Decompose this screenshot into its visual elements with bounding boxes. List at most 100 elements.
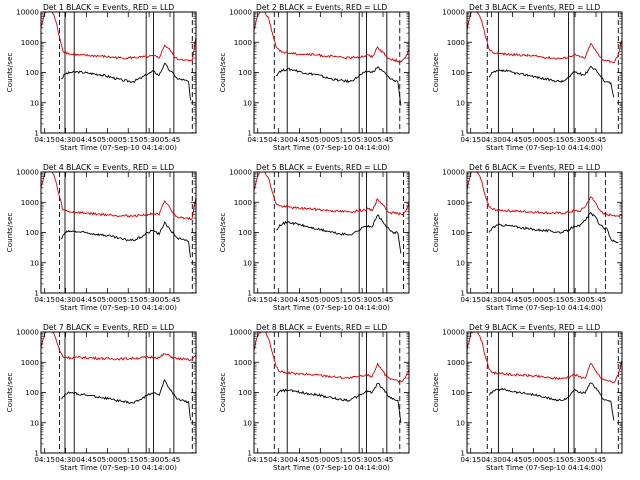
y-tick-label: 10 bbox=[456, 258, 466, 267]
y-tick-label: 100 bbox=[25, 388, 39, 397]
plot-area bbox=[254, 12, 409, 133]
y-tick-label: 10000 bbox=[442, 168, 465, 177]
panel-title: Det 9 BLACK = Events, RED = LLD bbox=[469, 323, 600, 332]
x-tick-label: 05:45 bbox=[160, 135, 181, 144]
panel-title: Det 8 BLACK = Events, RED = LLD bbox=[256, 323, 387, 332]
x-tick-label: 04:30 bbox=[268, 295, 289, 304]
plot-area bbox=[467, 12, 622, 133]
axes-frame bbox=[466, 171, 623, 294]
y-tick-label: 100 bbox=[25, 68, 39, 77]
series-events bbox=[60, 379, 191, 421]
x-tick-label: 04:15 bbox=[247, 455, 268, 464]
axes-frame bbox=[253, 11, 410, 134]
y-tick-label: 1 bbox=[460, 129, 465, 138]
x-tick-label: 04:30 bbox=[268, 135, 289, 144]
y-tick-label: 10 bbox=[30, 98, 40, 107]
y-axis-label: Counts/sec bbox=[218, 213, 227, 253]
x-tick-label: 04:15 bbox=[247, 135, 268, 144]
panel-title: Det 2 BLACK = Events, RED = LLD bbox=[256, 3, 387, 12]
y-tick-label: 1000 bbox=[21, 358, 40, 367]
y-tick-label: 10000 bbox=[16, 168, 39, 177]
x-tick-label: 05:00 bbox=[523, 135, 544, 144]
plot-area bbox=[41, 332, 196, 453]
x-tick-label: 05:00 bbox=[97, 295, 118, 304]
x-tick-label: 05:15 bbox=[118, 455, 139, 464]
y-tick-label: 100 bbox=[451, 68, 465, 77]
y-tick-label: 10000 bbox=[229, 168, 252, 177]
panel-title: Det 3 BLACK = Events, RED = LLD bbox=[469, 3, 600, 12]
y-tick-label: 10000 bbox=[442, 328, 465, 337]
axes-frame bbox=[253, 171, 410, 294]
panel-title: Det 5 BLACK = Events, RED = LLD bbox=[256, 163, 387, 172]
panel-det-5: Det 5 BLACK = Events, RED = LLD 1 10 100 100… bbox=[218, 163, 410, 312]
x-tick-label: 04:15 bbox=[247, 295, 268, 304]
y-tick-label: 1 bbox=[34, 289, 39, 298]
x-tick-label: 05:15 bbox=[331, 135, 352, 144]
y-tick-label: 1000 bbox=[21, 198, 40, 207]
y-tick-label: 1 bbox=[247, 449, 252, 458]
y-tick-label: 1000 bbox=[234, 358, 253, 367]
y-tick-label: 1000 bbox=[447, 38, 466, 47]
plot-area bbox=[41, 12, 196, 133]
x-tick-label: 04:45 bbox=[502, 135, 523, 144]
y-tick-label: 100 bbox=[451, 388, 465, 397]
panel-det-7: Det 7 BLACK = Events, RED = LLD 1 10 100 100… bbox=[5, 323, 197, 472]
x-tick-label: 05:00 bbox=[97, 455, 118, 464]
y-axis-label: Counts/sec bbox=[218, 53, 227, 93]
x-axis-label: Start Time (07-Sep-10 04:14:00) bbox=[486, 463, 603, 472]
x-axis-label: Start Time (07-Sep-10 04:14:00) bbox=[60, 463, 177, 472]
x-axis-label: Start Time (07-Sep-10 04:14:00) bbox=[60, 143, 177, 152]
series-events bbox=[488, 65, 615, 98]
y-tick-label: 1000 bbox=[447, 358, 466, 367]
series-lld bbox=[41, 12, 196, 62]
series-events bbox=[276, 214, 402, 254]
y-tick-label: 100 bbox=[238, 228, 252, 237]
y-tick-label: 10000 bbox=[16, 8, 39, 17]
series-events bbox=[276, 66, 402, 106]
panel-title: Det 7 BLACK = Events, RED = LLD bbox=[43, 323, 174, 332]
x-tick-label: 05:00 bbox=[97, 135, 118, 144]
x-tick-label: 04:15 bbox=[460, 455, 481, 464]
panel-det-2: Det 2 BLACK = Events, RED = LLD 1 10 100 100… bbox=[218, 3, 410, 152]
y-tick-label: 1 bbox=[247, 129, 252, 138]
y-tick-label: 10 bbox=[243, 258, 253, 267]
panel-title: Det 1 BLACK = Events, RED = LLD bbox=[43, 3, 174, 12]
x-tick-label: 05:15 bbox=[118, 135, 139, 144]
x-tick-label: 05:00 bbox=[310, 455, 331, 464]
x-tick-label: 05:15 bbox=[331, 295, 352, 304]
panel-det-8: Det 8 BLACK = Events, RED = LLD 1 10 100 100… bbox=[218, 323, 410, 472]
x-axis-label: Start Time (07-Sep-10 04:14:00) bbox=[273, 143, 390, 152]
x-tick-label: 04:30 bbox=[268, 455, 289, 464]
x-tick-label: 04:15 bbox=[460, 295, 481, 304]
panel-det-6: Det 6 BLACK = Events, RED = LLD 1 10 100 100… bbox=[431, 163, 623, 312]
x-tick-label: 05:30 bbox=[139, 455, 160, 464]
series-lld bbox=[254, 172, 409, 216]
x-tick-label: 05:30 bbox=[565, 135, 586, 144]
y-tick-label: 10 bbox=[456, 418, 466, 427]
x-tick-label: 04:15 bbox=[34, 295, 55, 304]
x-tick-label: 05:15 bbox=[544, 455, 565, 464]
y-tick-label: 10 bbox=[456, 98, 466, 107]
x-axis-label: Start Time (07-Sep-10 04:14:00) bbox=[273, 303, 390, 312]
x-tick-label: 05:30 bbox=[565, 455, 586, 464]
x-tick-label: 05:45 bbox=[586, 135, 607, 144]
x-tick-label: 05:45 bbox=[373, 455, 394, 464]
y-tick-label: 1000 bbox=[447, 198, 466, 207]
x-tick-label: 05:15 bbox=[544, 295, 565, 304]
y-tick-label: 1 bbox=[34, 129, 39, 138]
panel-det-4: Det 4 BLACK = Events, RED = LLD 1 10 100 100… bbox=[5, 163, 197, 312]
x-tick-label: 05:15 bbox=[118, 295, 139, 304]
panel-det-1: Det 1 BLACK = Events, RED = LLD 1 10 100 100… bbox=[5, 3, 197, 152]
x-tick-label: 05:30 bbox=[352, 295, 373, 304]
x-tick-label: 04:15 bbox=[460, 135, 481, 144]
x-tick-label: 05:00 bbox=[523, 295, 544, 304]
x-tick-label: 04:15 bbox=[34, 135, 55, 144]
y-tick-label: 10 bbox=[243, 418, 253, 427]
y-tick-label: 1 bbox=[460, 449, 465, 458]
axes-frame bbox=[40, 331, 197, 454]
x-tick-label: 04:45 bbox=[502, 295, 523, 304]
x-axis-label: Start Time (07-Sep-10 04:14:00) bbox=[486, 303, 603, 312]
panel-title: Det 6 BLACK = Events, RED = LLD bbox=[469, 163, 600, 172]
x-axis-label: Start Time (07-Sep-10 04:14:00) bbox=[273, 463, 390, 472]
x-tick-label: 05:30 bbox=[565, 295, 586, 304]
